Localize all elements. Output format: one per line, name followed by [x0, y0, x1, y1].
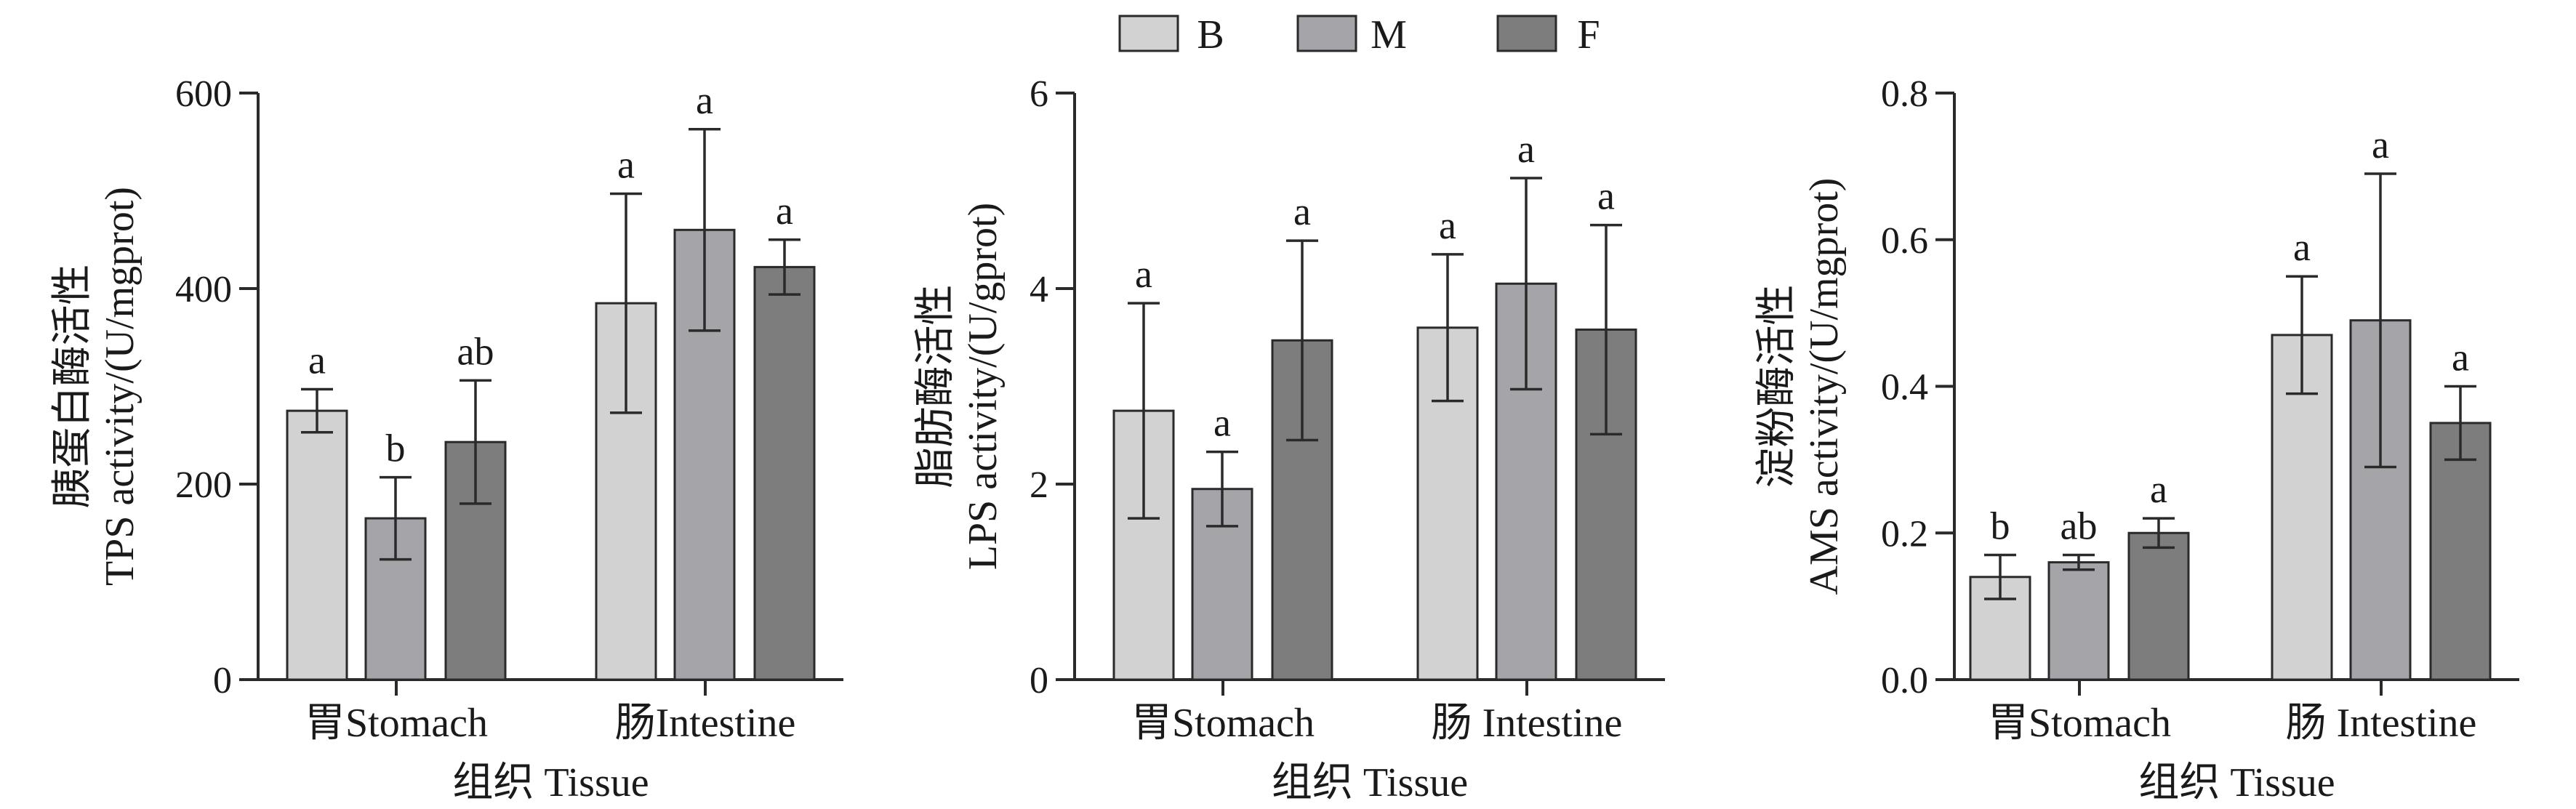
y-tick-label: 6 [1030, 73, 1048, 115]
significance-label: a [776, 189, 793, 233]
bar-F-1 [753, 265, 816, 681]
x-category-label: 胃Stomach [1988, 701, 2171, 746]
significance-label: b [386, 427, 406, 470]
legend-label-B: B [1197, 12, 1224, 57]
significance-label: a [696, 79, 713, 122]
significance-label: a [1517, 127, 1535, 171]
panel-ams: 0.0 0.2 0.4 0.6 0.8 b a ab a a a 胃Stomach 肠 Intestin… [1754, 73, 2519, 805]
significance-label: a [1439, 204, 1456, 247]
bar-F-0 [2127, 531, 2190, 681]
significance-label: a [617, 143, 635, 187]
panel-lps: 0 2 4 6 a a a a a a 胃Stomach 肠 Intestine 组织 Tissue 脂肪… [913, 73, 1665, 805]
significance-label: b [1991, 504, 2010, 548]
significance-label: ab [457, 329, 494, 373]
significance-label: a [2293, 225, 2311, 269]
bar-B-0 [286, 409, 348, 681]
y-tick-label: 4 [1030, 269, 1048, 310]
y-axis-title: AMS activity/(U/mgprot) [1802, 178, 1847, 595]
y-tick-label: 0.0 [1881, 660, 1928, 701]
y-tick-label: 0 [1030, 660, 1048, 701]
y-axis-title: TPS activity/(U/mgprot) [97, 187, 143, 586]
bar-F-1 [2429, 422, 2492, 681]
x-category-label: 肠 Intestine [2286, 701, 2477, 746]
y-tick-label: 0.6 [1881, 220, 1928, 262]
y-axis-title-cn: 胰蛋白酶活性 [50, 265, 95, 509]
x-axis-title: 组织 Tissue [452, 760, 649, 805]
bar-B-1 [1416, 326, 1479, 681]
y-tick-label: 200 [175, 464, 232, 506]
significance-label: a [308, 339, 326, 382]
significance-label: a [2452, 336, 2469, 379]
y-tick-label: 0.8 [1881, 73, 1928, 115]
significance-label: a [1293, 190, 1311, 233]
significance-label: a [1597, 174, 1615, 218]
y-tick-label: 0 [213, 660, 232, 701]
y-tick-label: 600 [175, 73, 232, 115]
legend-label-F: F [1577, 12, 1600, 57]
x-category-label: 肠 Intestine [1432, 701, 1623, 746]
y-tick-label: 0.2 [1881, 513, 1928, 555]
bar-M-0 [2047, 561, 2110, 681]
significance-label: a [2150, 467, 2167, 511]
x-category-label: 胃Stomach [305, 701, 488, 746]
y-axis-title: LPS activity/(U/gprot) [960, 203, 1006, 571]
x-axis-title: 组织 Tissue [1272, 760, 1468, 805]
y-tick-label: 0.4 [1881, 367, 1928, 408]
x-axis-title: 组织 Tissue [2138, 760, 2335, 805]
significance-label: a [1135, 252, 1152, 296]
legend-swatch-F [1496, 15, 1557, 52]
legend-label-M: M [1371, 12, 1407, 57]
significance-label: ab [2061, 504, 2098, 548]
y-axis-title-cn: 脂肪酶活性 [913, 285, 958, 488]
legend-swatch-M [1296, 15, 1357, 52]
significance-label: a [2372, 123, 2389, 166]
y-tick-label: 400 [175, 269, 232, 310]
legend-swatch-B [1118, 15, 1179, 52]
y-tick-label: 2 [1030, 464, 1048, 506]
x-category-label: 胃Stomach [1131, 701, 1315, 746]
x-category-label: 肠Intestine [615, 701, 796, 746]
significance-label: a [1213, 401, 1231, 445]
y-axis-title-cn: 淀粉酶活性 [1754, 285, 1799, 488]
